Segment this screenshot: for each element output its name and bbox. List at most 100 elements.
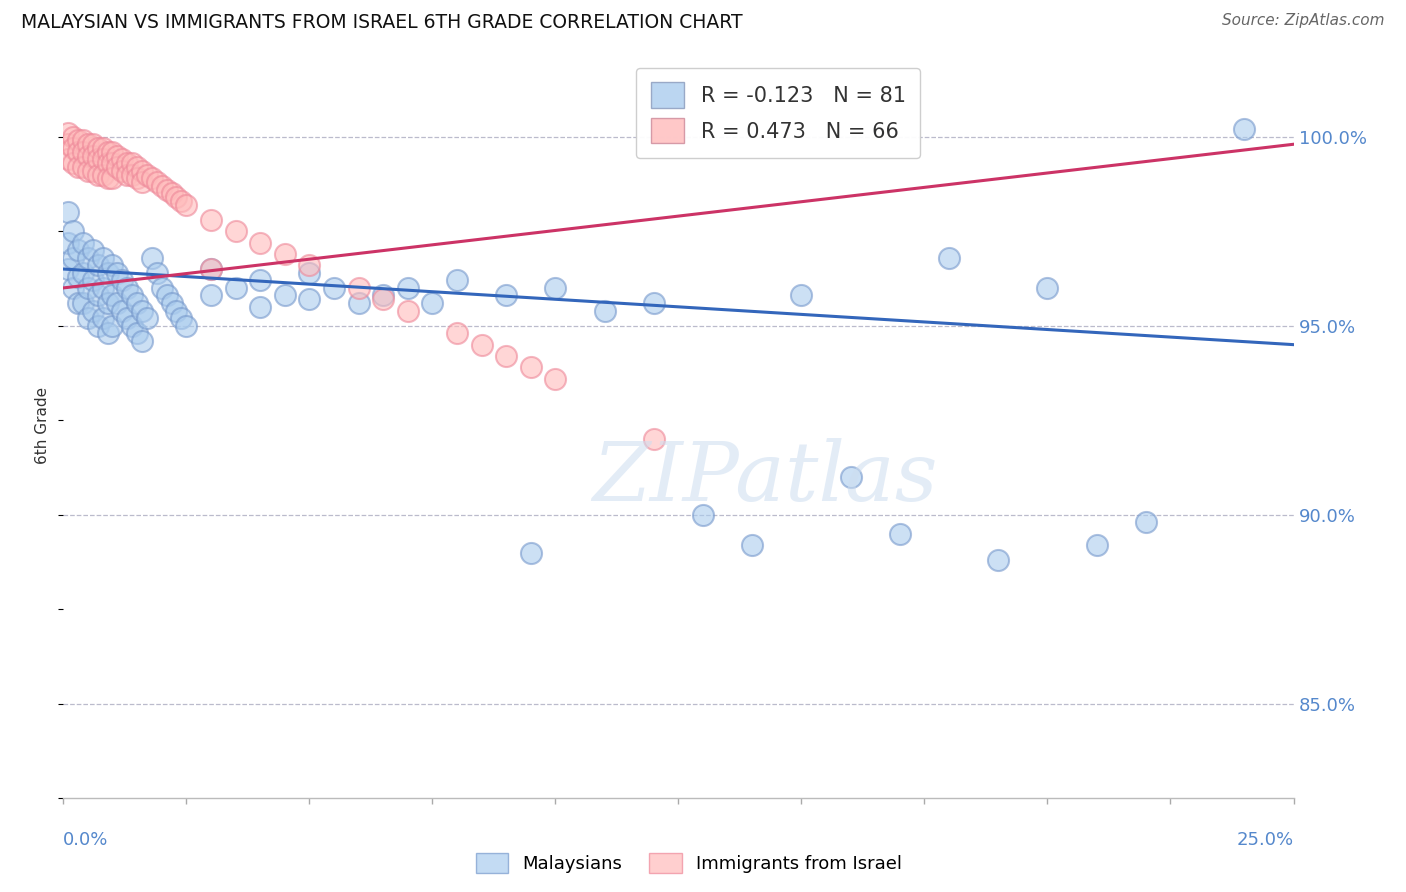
Point — [160, 186, 183, 201]
Point — [298, 266, 321, 280]
Point — [87, 258, 110, 272]
Point — [166, 190, 188, 204]
Point — [225, 281, 247, 295]
Point — [101, 145, 124, 159]
Point — [101, 156, 124, 170]
Point — [115, 311, 138, 326]
Point — [96, 171, 118, 186]
Point — [1135, 516, 1157, 530]
Point — [87, 153, 110, 167]
Point — [1036, 281, 1059, 295]
Point — [593, 303, 616, 318]
Point — [56, 235, 79, 250]
Point — [136, 168, 159, 182]
Point — [91, 281, 114, 295]
Point — [107, 296, 129, 310]
Point — [298, 293, 321, 307]
Point — [111, 163, 134, 178]
Legend: Malaysians, Immigrants from Israel: Malaysians, Immigrants from Israel — [468, 846, 910, 880]
Point — [91, 168, 114, 182]
Point — [121, 168, 143, 182]
Point — [174, 318, 197, 333]
Legend: R = -0.123   N = 81, R = 0.473   N = 66: R = -0.123 N = 81, R = 0.473 N = 66 — [636, 68, 920, 158]
Point — [273, 247, 295, 261]
Point — [200, 262, 222, 277]
Point — [72, 160, 94, 174]
Point — [101, 288, 124, 302]
Point — [146, 175, 169, 189]
Point — [72, 145, 94, 159]
Point — [56, 126, 79, 140]
Point — [225, 224, 247, 238]
Point — [62, 129, 84, 144]
Point — [72, 235, 94, 250]
Point — [62, 251, 84, 265]
Point — [170, 194, 193, 208]
Point — [446, 273, 468, 287]
Point — [107, 160, 129, 174]
Point — [249, 273, 271, 287]
Point — [91, 153, 114, 167]
Point — [396, 303, 419, 318]
Point — [643, 432, 665, 446]
Point — [76, 148, 98, 162]
Point — [200, 288, 222, 302]
Text: ZIPatlas: ZIPatlas — [592, 438, 938, 518]
Point — [127, 326, 148, 341]
Point — [166, 303, 188, 318]
Point — [56, 205, 79, 219]
Point — [82, 137, 104, 152]
Point — [249, 235, 271, 250]
Point — [520, 360, 543, 375]
Point — [82, 148, 104, 162]
Point — [121, 156, 143, 170]
Point — [643, 296, 665, 310]
Point — [107, 148, 129, 162]
Point — [155, 288, 177, 302]
Point — [174, 198, 197, 212]
Point — [121, 288, 143, 302]
Point — [520, 545, 543, 559]
Point — [131, 163, 153, 178]
Point — [131, 175, 153, 189]
Point — [839, 470, 862, 484]
Point — [446, 326, 468, 341]
Point — [200, 212, 222, 227]
Point — [127, 160, 148, 174]
Text: Source: ZipAtlas.com: Source: ZipAtlas.com — [1222, 13, 1385, 29]
Point — [67, 269, 90, 284]
Point — [82, 163, 104, 178]
Point — [87, 141, 110, 155]
Point — [141, 171, 163, 186]
Point — [115, 281, 138, 295]
Point — [62, 156, 84, 170]
Point — [87, 318, 110, 333]
Point — [938, 251, 960, 265]
Point — [146, 266, 169, 280]
Point — [56, 262, 79, 277]
Point — [150, 281, 173, 295]
Point — [127, 296, 148, 310]
Text: MALAYSIAN VS IMMIGRANTS FROM ISRAEL 6TH GRADE CORRELATION CHART: MALAYSIAN VS IMMIGRANTS FROM ISRAEL 6TH … — [21, 13, 742, 32]
Y-axis label: 6th Grade: 6th Grade — [35, 387, 51, 465]
Point — [87, 288, 110, 302]
Point — [544, 281, 567, 295]
Point — [1085, 538, 1108, 552]
Point — [470, 337, 494, 351]
Point — [82, 273, 104, 287]
Point — [67, 296, 90, 310]
Point — [76, 251, 98, 265]
Point — [107, 266, 129, 280]
Point — [131, 334, 153, 348]
Point — [111, 273, 134, 287]
Point — [111, 303, 134, 318]
Point — [96, 296, 118, 310]
Point — [273, 288, 295, 302]
Point — [692, 508, 714, 522]
Point — [76, 311, 98, 326]
Point — [298, 258, 321, 272]
Point — [371, 288, 394, 302]
Point — [160, 296, 183, 310]
Point — [1233, 122, 1256, 136]
Point — [101, 171, 124, 186]
